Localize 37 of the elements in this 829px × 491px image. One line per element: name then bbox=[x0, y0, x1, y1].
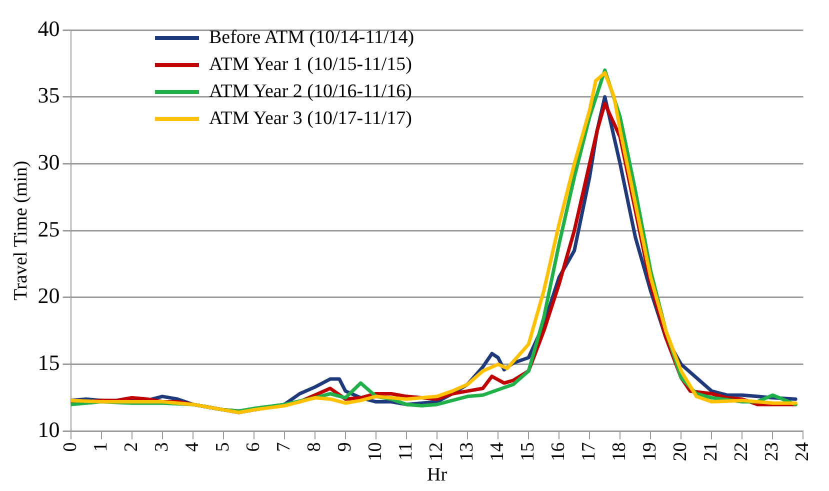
y-tick-label: 20 bbox=[38, 283, 60, 308]
y-axis-title: Travel Time (min) bbox=[10, 160, 32, 300]
x-tick-label: 20 bbox=[670, 442, 692, 462]
y-tick-label: 40 bbox=[38, 16, 60, 41]
x-tick-label: 2 bbox=[120, 442, 142, 452]
x-axis-title: Hr bbox=[426, 464, 448, 486]
legend-label: ATM Year 3 (10/17-11/17) bbox=[209, 107, 412, 131]
x-tick-label: 5 bbox=[212, 442, 234, 452]
x-tick-label: 21 bbox=[700, 442, 722, 462]
legend-label: ATM Year 2 (10/16-11/16) bbox=[209, 80, 412, 104]
x-tick-label: 4 bbox=[182, 442, 203, 452]
x-tick-label: 10 bbox=[364, 442, 386, 462]
x-tick-label: 18 bbox=[609, 442, 630, 462]
x-tick-label: 15 bbox=[518, 442, 539, 462]
y-tick-label: 25 bbox=[38, 216, 60, 242]
y-tick-label: 15 bbox=[38, 350, 60, 376]
x-tick-label: 12 bbox=[426, 442, 447, 462]
x-tick-label: 22 bbox=[731, 442, 752, 462]
legend-label: ATM Year 1 (10/15-11/15) bbox=[209, 53, 412, 77]
x-tick-label: 11 bbox=[395, 442, 416, 460]
x-tick-label: 3 bbox=[151, 442, 172, 452]
x-tick-label: 13 bbox=[456, 442, 478, 462]
x-tick-label: 8 bbox=[304, 442, 325, 452]
x-tick-label: 0 bbox=[60, 442, 81, 452]
x-tick-label: 6 bbox=[242, 442, 264, 452]
legend-label: Before ATM (10/14-11/14) bbox=[209, 26, 414, 50]
x-tick-label: 7 bbox=[273, 442, 294, 452]
x-tick-label: 17 bbox=[578, 442, 600, 462]
x-tick-label: 1 bbox=[90, 442, 112, 452]
x-tick-label: 14 bbox=[487, 442, 508, 462]
x-tick-label: 24 bbox=[792, 442, 814, 462]
x-tick-label: 19 bbox=[640, 442, 661, 462]
x-tick-label: 9 bbox=[334, 442, 356, 452]
x-tick-label: 23 bbox=[762, 442, 783, 462]
x-tick-label: 16 bbox=[548, 442, 570, 462]
y-tick-label: 30 bbox=[38, 150, 60, 175]
y-tick-label: 35 bbox=[38, 82, 60, 108]
